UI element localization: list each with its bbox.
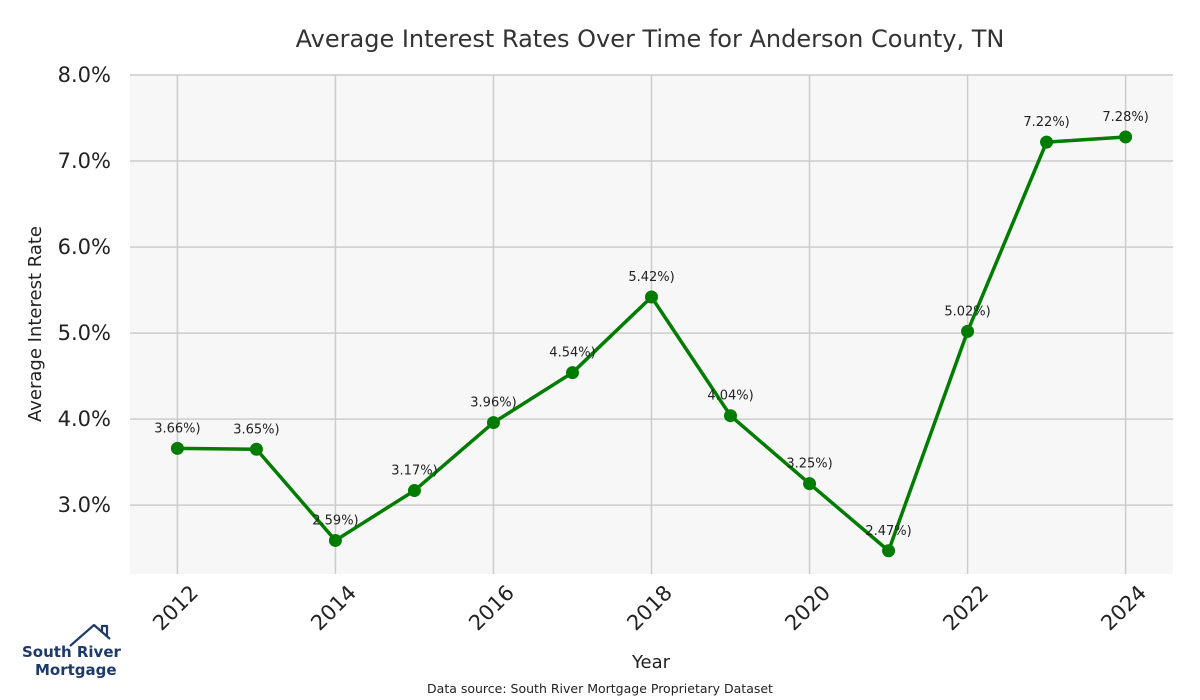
y-tick-label: 7.0%: [58, 149, 111, 173]
data-point: [961, 324, 975, 338]
data-point: [249, 442, 263, 456]
data-point: [328, 533, 342, 547]
logo: South River Mortgage: [22, 623, 122, 679]
y-tick-label: 5.0%: [58, 321, 111, 345]
data-label: 3.25%): [786, 457, 832, 472]
data-point: [803, 477, 817, 491]
x-tick-label: 2018: [622, 581, 677, 636]
series-layer: [170, 130, 1133, 558]
y-tick-label: 6.0%: [58, 235, 111, 259]
data-label: 3.17%): [391, 464, 437, 479]
x-axis-label: Year: [631, 652, 671, 673]
y-tick-label: 8.0%: [58, 63, 111, 87]
house-icon: [69, 623, 111, 647]
data-point: [1119, 130, 1133, 144]
y-tick-label: 4.0%: [58, 407, 111, 431]
x-tick-label: 2014: [306, 581, 361, 636]
grid-lines: [130, 74, 1173, 574]
data-point: [565, 366, 579, 380]
data-point: [645, 290, 658, 304]
x-tick-label: 2024: [1096, 581, 1151, 636]
y-tick-label: 3.0%: [58, 493, 111, 517]
data-label: 5.02%): [944, 304, 990, 319]
logo-text-line2: Mortgage: [35, 661, 117, 679]
x-tick-label: 2016: [464, 581, 519, 636]
data-point: [1040, 135, 1054, 149]
x-tick-label: 2020: [780, 581, 835, 636]
data-label: 2.59%): [312, 513, 358, 528]
data-source-note: Data source: South River Mortgage Propri…: [427, 681, 773, 696]
data-labels: 3.66%) 3.65%) 2.59%) 3.17%) 3.96%) 4.54%) 5.42…: [154, 110, 1149, 539]
x-tick-label: 2022: [938, 581, 993, 636]
data-point: [407, 484, 421, 498]
y-axis-label: Average Interest Rate: [25, 226, 46, 422]
data-label: 2.47%): [865, 524, 911, 539]
logo-text-line1: South River: [22, 643, 122, 661]
data-point: [724, 409, 738, 423]
data-point: [486, 416, 500, 430]
data-point: [882, 544, 896, 558]
data-label: 7.22%): [1023, 115, 1069, 130]
data-label: 7.28%): [1102, 110, 1148, 125]
data-label: 3.66%): [154, 421, 200, 436]
data-label: 3.65%): [233, 422, 279, 437]
chart-title: Average Interest Rates Over Time for And…: [296, 25, 1005, 53]
data-label: 4.04%): [707, 389, 753, 404]
x-tick-label: 2012: [148, 581, 203, 636]
data-point: [170, 441, 184, 455]
data-label: 5.42%): [628, 270, 674, 285]
data-label: 3.96%): [470, 396, 516, 411]
data-label: 4.54%): [549, 346, 595, 361]
